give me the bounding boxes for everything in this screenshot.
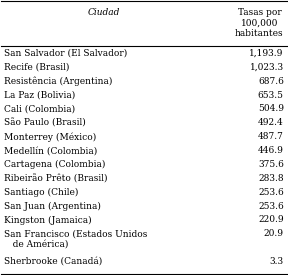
Text: 375.6: 375.6 xyxy=(258,160,284,169)
Text: Recife (Brasil): Recife (Brasil) xyxy=(4,63,70,72)
Text: São Paulo (Brasil): São Paulo (Brasil) xyxy=(4,118,86,128)
Text: 1,023.3: 1,023.3 xyxy=(250,63,284,72)
Text: 1,193.9: 1,193.9 xyxy=(249,49,284,58)
Text: La Paz (Bolivia): La Paz (Bolivia) xyxy=(4,91,75,100)
Text: Ciudad: Ciudad xyxy=(88,8,120,17)
Text: Santiago (Chile): Santiago (Chile) xyxy=(4,188,79,197)
Text: Kingston (Jamaica): Kingston (Jamaica) xyxy=(4,215,92,225)
Text: San Francisco (Estados Unidos
   de América): San Francisco (Estados Unidos de América… xyxy=(4,229,148,249)
Text: 492.4: 492.4 xyxy=(258,118,284,127)
Text: 283.8: 283.8 xyxy=(258,174,284,183)
Text: 253.6: 253.6 xyxy=(258,202,284,211)
Text: Medellín (Colombia): Medellín (Colombia) xyxy=(4,146,98,155)
Text: 20.9: 20.9 xyxy=(264,229,284,238)
Text: Ribeirão Prêto (Brasil): Ribeirão Prêto (Brasil) xyxy=(4,174,108,183)
Text: San Juan (Argentina): San Juan (Argentina) xyxy=(4,202,101,211)
Text: 687.6: 687.6 xyxy=(258,77,284,86)
Text: Sherbrooke (Canadá): Sherbrooke (Canadá) xyxy=(4,257,103,266)
Text: 220.9: 220.9 xyxy=(258,215,284,224)
Text: Monterrey (México): Monterrey (México) xyxy=(4,132,96,142)
Text: 504.9: 504.9 xyxy=(258,104,284,114)
Text: 253.6: 253.6 xyxy=(258,188,284,197)
Text: 487.7: 487.7 xyxy=(258,132,284,141)
Text: Cartagena (Colombia): Cartagena (Colombia) xyxy=(4,160,106,169)
Text: Cali (Colombia): Cali (Colombia) xyxy=(4,104,75,114)
Text: Resistência (Argentina): Resistência (Argentina) xyxy=(4,77,113,86)
Text: Tasas por
100,000
habitantes: Tasas por 100,000 habitantes xyxy=(235,8,284,38)
Text: 3.3: 3.3 xyxy=(270,257,284,266)
Text: San Salvador (El Salvador): San Salvador (El Salvador) xyxy=(4,49,128,58)
Text: 653.5: 653.5 xyxy=(258,91,284,100)
Text: 446.9: 446.9 xyxy=(258,146,284,155)
